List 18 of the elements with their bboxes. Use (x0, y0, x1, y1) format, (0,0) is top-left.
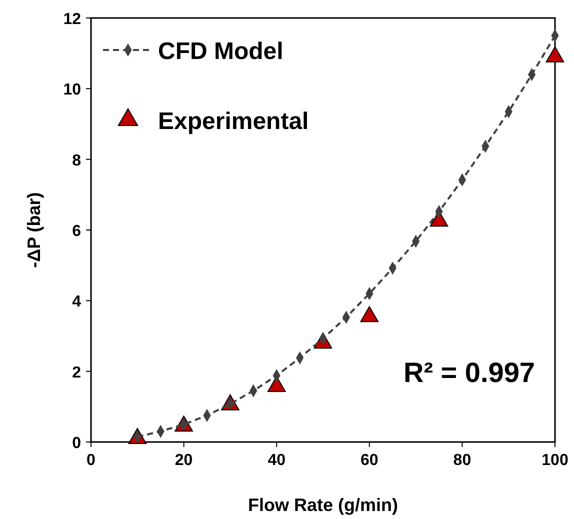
y-tick-label: 10 (63, 82, 82, 99)
y-tick-label: 0 (72, 435, 82, 452)
y-tick-label: 8 (72, 152, 82, 170)
x-axis-title: Flow Rate (g/min) (248, 495, 398, 515)
x-tick-label: 0 (86, 452, 96, 469)
x-tick-label: 100 (542, 452, 568, 469)
y-tick-label: 4 (72, 294, 82, 311)
x-tick-label: 80 (453, 452, 472, 469)
y-tick-label: 2 (72, 364, 82, 382)
annotation: R² = 0.997 (403, 357, 535, 388)
legend-label: CFD Model (158, 38, 284, 65)
x-tick-label: 60 (360, 452, 378, 469)
y-tick-label: 12 (63, 11, 82, 28)
y-tick-label: 6 (72, 223, 82, 240)
x-tick-label: 40 (268, 452, 286, 469)
y-axis-title: -ΔP (bar) (24, 192, 44, 268)
x-tick-label: 20 (174, 452, 193, 469)
legend-label: Experimental (158, 108, 309, 135)
